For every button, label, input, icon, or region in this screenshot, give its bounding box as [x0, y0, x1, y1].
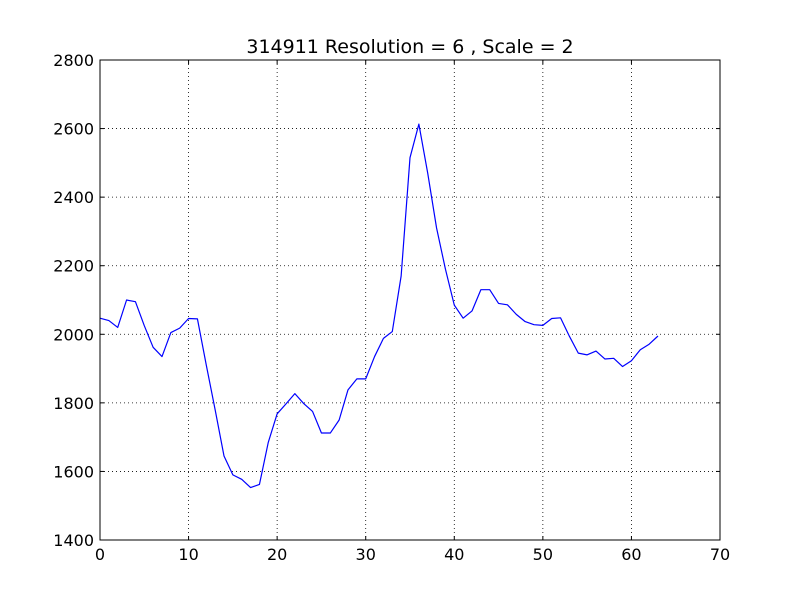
- chart-title: 314911 Resolution = 6 , Scale = 2: [246, 36, 573, 58]
- y-tick-label: 2200: [53, 257, 94, 276]
- axis-ticks: [99, 59, 721, 541]
- y-tick-label: 1400: [53, 531, 94, 550]
- x-tick-label: 40: [444, 545, 464, 564]
- x-tick-label: 0: [95, 545, 105, 564]
- y-tick-label: 2400: [53, 188, 94, 207]
- y-tick-label: 2800: [53, 51, 94, 70]
- x-tick-label: 30: [356, 545, 376, 564]
- x-tick-label: 60: [621, 545, 641, 564]
- y-tick-label: 1600: [53, 462, 94, 481]
- axis-tick-labels: 0 10 20 30 40 50 60 70 1400 1600 1800 2000 2200 2400 2…: [53, 51, 730, 564]
- x-tick-label: 70: [710, 545, 730, 564]
- y-tick-label: 1800: [53, 394, 94, 413]
- y-tick-label: 2000: [53, 325, 94, 344]
- x-tick-label: 10: [178, 545, 198, 564]
- x-tick-label: 50: [533, 545, 553, 564]
- grid-lines: [99, 59, 721, 541]
- series-line: [99, 123, 659, 489]
- plot-frame: [99, 59, 721, 541]
- x-tick-label: 20: [267, 545, 287, 564]
- y-tick-label: 2600: [53, 120, 94, 139]
- series-layer: [99, 123, 659, 489]
